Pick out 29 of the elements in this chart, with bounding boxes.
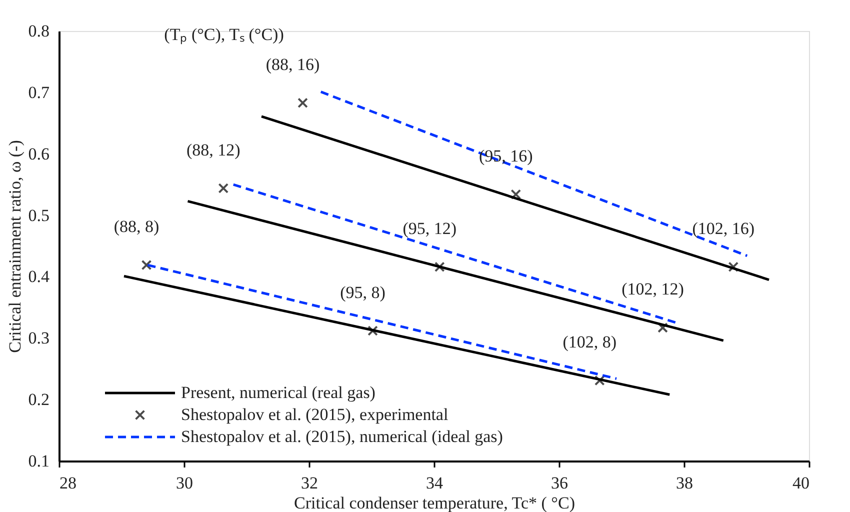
- y-tick-label: 0.3: [28, 328, 50, 348]
- annotation: (102, 16): [692, 218, 755, 238]
- y-tick-label: 0.4: [28, 267, 50, 286]
- annotation: (Tₚ (°C), Tₛ (°C)): [164, 25, 284, 45]
- legend-label: Shestopalov et al. (2015), numerical (ideal gas): [181, 427, 503, 446]
- annotation: (88, 12): [186, 140, 240, 160]
- x-tick-label: 34: [426, 474, 444, 492]
- y-tick-label: 0.2: [28, 390, 50, 410]
- annotation: (95, 8): [340, 282, 386, 302]
- y-axis-title: Critical entrainment ratio, ω (-): [5, 140, 24, 353]
- annotation: (88, 8): [114, 217, 160, 236]
- x-tick-label: 30: [176, 474, 193, 492]
- x-tick-label: 32: [301, 474, 318, 492]
- x-tick-label: 36: [551, 474, 568, 492]
- x-tick-label: 40: [792, 474, 810, 492]
- y-tick-label: 0.5: [28, 206, 50, 225]
- y-tick-label: 0.6: [28, 144, 50, 164]
- y-tick-label: 0.8: [28, 22, 50, 40]
- legend-label: Shestopalov et al. (2015), experimental: [181, 405, 448, 424]
- legend-label: Present, numerical (real gas): [181, 383, 376, 402]
- y-tick-label: 0.1: [28, 452, 50, 470]
- x-axis-title: Critical condenser temperature, Tc* ( °C): [294, 494, 575, 512]
- x-tick-label: 38: [676, 474, 693, 492]
- y-tick-label: 0.7: [28, 82, 50, 102]
- x-tick-label: 28: [60, 474, 76, 492]
- annotation: (95, 12): [402, 218, 457, 238]
- annotation: (102, 8): [562, 332, 617, 352]
- annotation: (88, 16): [266, 54, 320, 74]
- annotation: (102, 12): [622, 280, 684, 299]
